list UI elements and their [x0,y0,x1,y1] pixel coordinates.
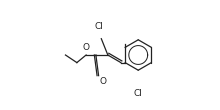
Text: O: O [99,77,106,86]
Text: Cl: Cl [95,22,104,31]
Text: Cl: Cl [134,89,143,98]
Text: O: O [82,43,90,52]
